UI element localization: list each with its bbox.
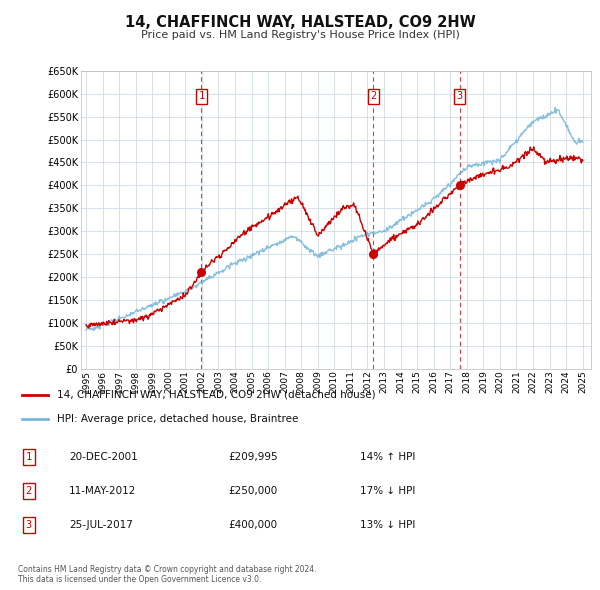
Text: £209,995: £209,995 [228,452,278,461]
Text: 1: 1 [26,452,32,461]
Text: 14, CHAFFINCH WAY, HALSTEAD, CO9 2HW: 14, CHAFFINCH WAY, HALSTEAD, CO9 2HW [125,15,475,30]
Text: 14, CHAFFINCH WAY, HALSTEAD, CO9 2HW (detached house): 14, CHAFFINCH WAY, HALSTEAD, CO9 2HW (de… [57,390,376,400]
Text: 17% ↓ HPI: 17% ↓ HPI [360,486,415,496]
Text: HPI: Average price, detached house, Braintree: HPI: Average price, detached house, Brai… [57,414,298,424]
Text: 25-JUL-2017: 25-JUL-2017 [69,520,133,530]
Text: 3: 3 [26,520,32,530]
Text: 14% ↑ HPI: 14% ↑ HPI [360,452,415,461]
Text: 20-DEC-2001: 20-DEC-2001 [69,452,138,461]
Text: £400,000: £400,000 [228,520,277,530]
Text: 2: 2 [26,486,32,496]
Text: 1: 1 [198,91,205,101]
Text: £250,000: £250,000 [228,486,277,496]
Text: Contains HM Land Registry data © Crown copyright and database right 2024.
This d: Contains HM Land Registry data © Crown c… [18,565,317,584]
Text: 2: 2 [370,91,377,101]
Text: 11-MAY-2012: 11-MAY-2012 [69,486,136,496]
Text: 13% ↓ HPI: 13% ↓ HPI [360,520,415,530]
Text: Price paid vs. HM Land Registry's House Price Index (HPI): Price paid vs. HM Land Registry's House … [140,30,460,40]
Text: 3: 3 [457,91,463,101]
